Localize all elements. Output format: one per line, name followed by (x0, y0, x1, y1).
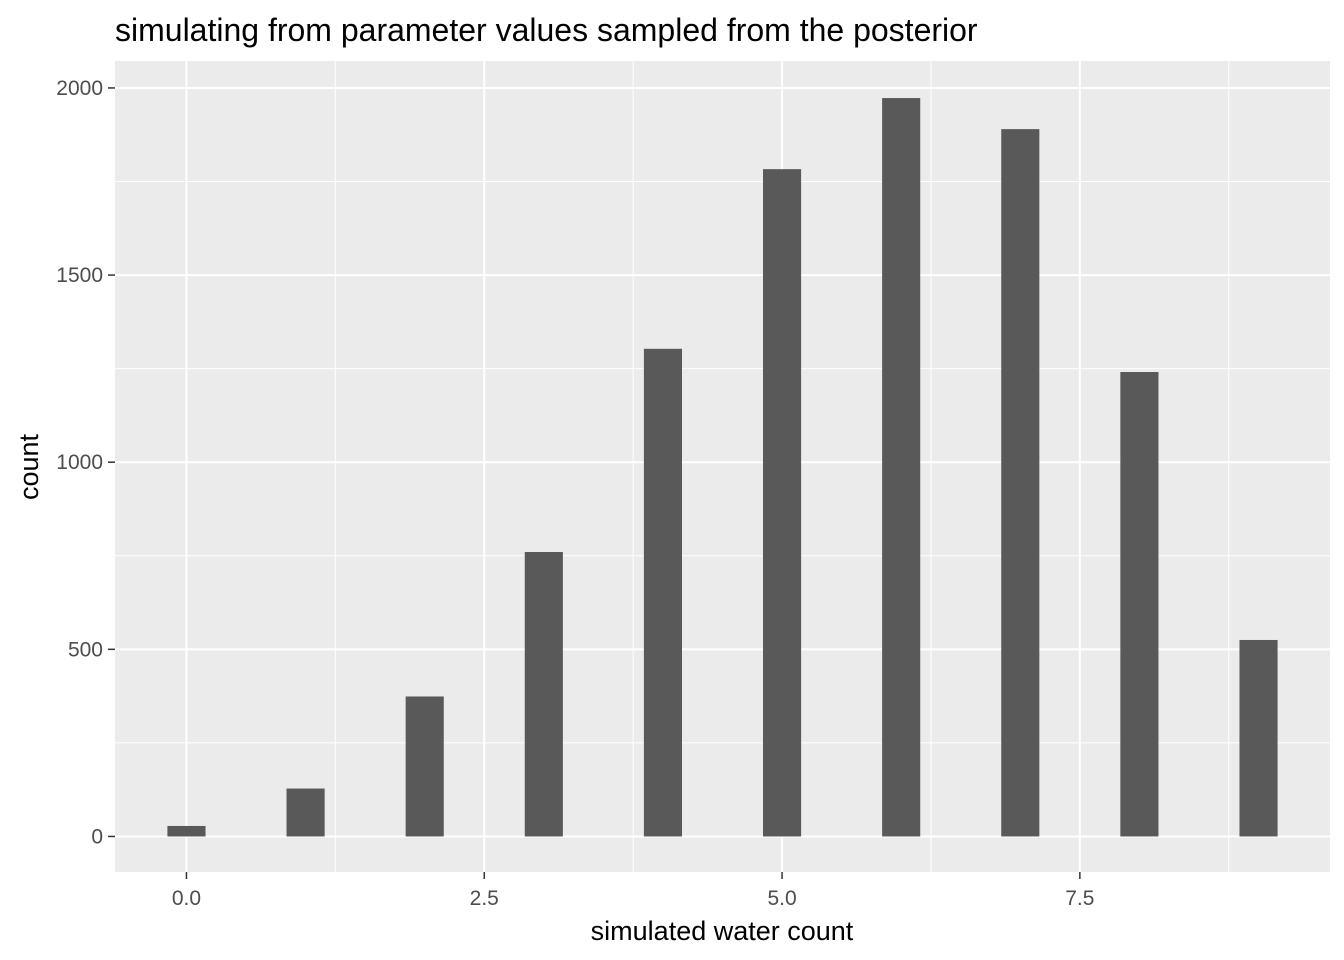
x-axis: 0.0 2.5 5.0 7.5 (172, 872, 1094, 910)
bar (1120, 372, 1159, 837)
bar (524, 552, 563, 837)
bar (1001, 129, 1040, 837)
y-axis: 0 500 1000 1500 2000 (56, 77, 115, 848)
bar (763, 169, 802, 837)
bar (405, 696, 444, 837)
x-tick-label: 2.5 (470, 887, 499, 910)
y-tick-label: 1000 (56, 451, 103, 474)
y-tick-label: 1500 (56, 264, 103, 287)
y-tick-label: 500 (68, 638, 103, 661)
y-axis-title: count (14, 433, 44, 500)
y-tick-label: 0 (91, 825, 103, 848)
bar (167, 825, 206, 837)
x-tick-label: 5.0 (767, 887, 796, 910)
x-axis-title: simulated water count (591, 916, 854, 946)
bars (167, 98, 1278, 837)
x-tick-label: 7.5 (1065, 887, 1094, 910)
y-tick-label: 2000 (56, 77, 103, 100)
chart-title: simulating from parameter values sampled… (115, 12, 978, 48)
x-tick-label: 0.0 (172, 887, 201, 910)
bar (882, 98, 921, 837)
bar (286, 788, 325, 837)
bar (1239, 639, 1278, 837)
bar (643, 348, 682, 837)
